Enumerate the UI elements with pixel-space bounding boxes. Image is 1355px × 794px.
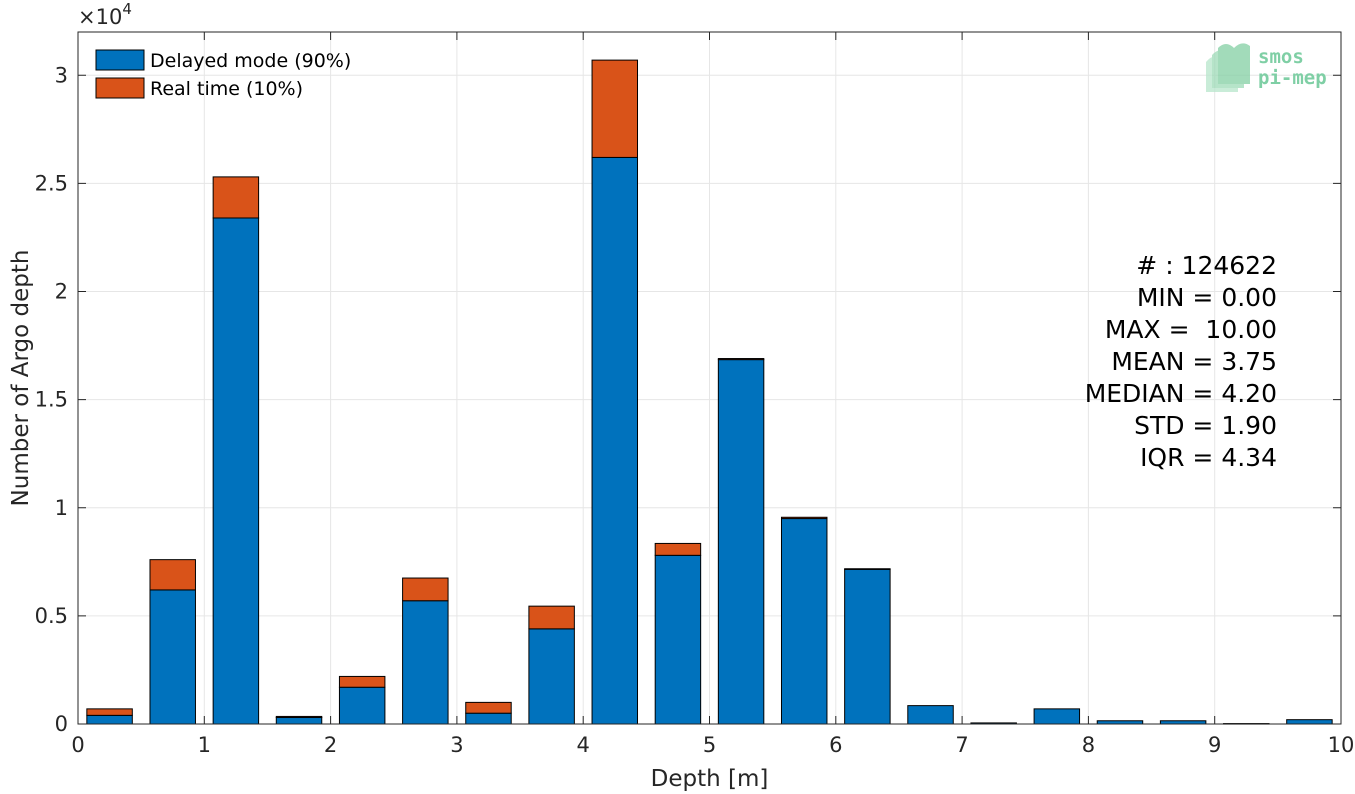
x-tick-label: 4: [577, 733, 590, 757]
logo-wave-icon: [1206, 43, 1250, 92]
y-axis-label: Number of Argo depth: [8, 250, 34, 507]
x-tick-label: 1: [198, 733, 211, 757]
bar-real-time: [844, 568, 891, 570]
bar-real-time: [402, 577, 449, 602]
logo-text-smos: smos: [1258, 46, 1304, 68]
bar-delayed-mode: [717, 359, 765, 725]
x-tick-label: 3: [450, 733, 463, 757]
bar-real-time: [338, 675, 386, 688]
y-tick-label: 2.5: [35, 171, 68, 195]
y-tick-label: 0.5: [35, 604, 68, 628]
bar-real-time: [591, 59, 639, 158]
x-tick-label: 2: [324, 733, 337, 757]
stat-min: MIN = 0.00: [1137, 283, 1277, 312]
bar-delayed-mode: [1286, 719, 1333, 725]
stat-median: MEDIAN = 4.20: [1085, 379, 1277, 408]
bar-delayed-mode: [338, 686, 386, 725]
bars: [86, 59, 1333, 725]
smos-pimep-logo: smos pi-mep: [1206, 43, 1327, 92]
grid-lines: [77, 32, 1342, 725]
x-tick-label: 0: [71, 733, 84, 757]
bar-real-time: [149, 559, 196, 591]
bar-delayed-mode: [591, 156, 639, 725]
x-tick-label: 8: [1082, 733, 1095, 757]
x-tick-label: 6: [829, 733, 842, 757]
bar-delayed-mode: [465, 712, 512, 725]
x-axis-label: Depth [m]: [651, 766, 769, 792]
logo-text-pimep: pi-mep: [1258, 67, 1327, 89]
x-tick-label: 9: [1208, 733, 1221, 757]
y-exponent-label: ×104: [78, 0, 132, 29]
bar-delayed-mode: [149, 589, 196, 725]
y-tick-label: 1.5: [35, 388, 68, 412]
legend-label-realtime: Real time (10%): [150, 78, 303, 100]
y-tick-label: 0: [55, 712, 68, 736]
bar-delayed-mode: [212, 217, 260, 725]
x-tick-label: 10: [1328, 733, 1355, 757]
stat-iqr: IQR = 4.34: [1140, 443, 1277, 472]
stat-std: STD = 1.90: [1134, 411, 1277, 440]
bar-delayed-mode: [654, 554, 702, 725]
bar-real-time: [86, 708, 133, 716]
bar-delayed-mode: [780, 518, 828, 725]
bar-delayed-mode: [844, 568, 891, 725]
y-tick-label: 3: [55, 63, 68, 87]
bar-delayed-mode: [1033, 708, 1081, 725]
bar-delayed-mode: [528, 628, 575, 725]
legend-swatch-realtime: [95, 77, 145, 99]
y-exponent-power: 4: [122, 0, 132, 18]
bar-delayed-mode: [86, 714, 133, 725]
x-tick-label: 5: [703, 733, 716, 757]
bar-real-time: [717, 358, 765, 361]
stat-mean: MEAN = 3.75: [1111, 347, 1277, 376]
x-tick-label: 7: [955, 733, 968, 757]
y-tick-label: 1: [55, 496, 68, 520]
legend-label-delayed: Delayed mode (90%): [150, 50, 351, 72]
bar-real-time: [212, 176, 260, 219]
bar-delayed-mode: [275, 717, 323, 725]
y-tick-label: 2: [55, 280, 68, 304]
bar-delayed-mode: [907, 705, 954, 725]
axis-ticks: 0 1 2 3 4 5 6 7 8 9 10 0 0.5 1 1.5 2 2.5 3: [35, 32, 1355, 757]
legend: Delayed mode (90%) Real time (10%): [95, 49, 351, 100]
bar-real-time: [654, 542, 702, 556]
stat-max: MAX = 10.00: [1105, 315, 1277, 344]
bar-real-time: [275, 715, 323, 719]
bar-real-time: [465, 701, 512, 714]
statistics-annotation: # : 124622 MIN = 0.00 MAX = 10.00 MEAN =…: [1085, 251, 1277, 472]
stat-count: # : 124622: [1136, 251, 1277, 280]
bar-real-time: [780, 516, 828, 520]
legend-swatch-delayed: [95, 49, 145, 71]
bar-delayed-mode: [402, 600, 449, 725]
bar-real-time: [528, 605, 575, 630]
